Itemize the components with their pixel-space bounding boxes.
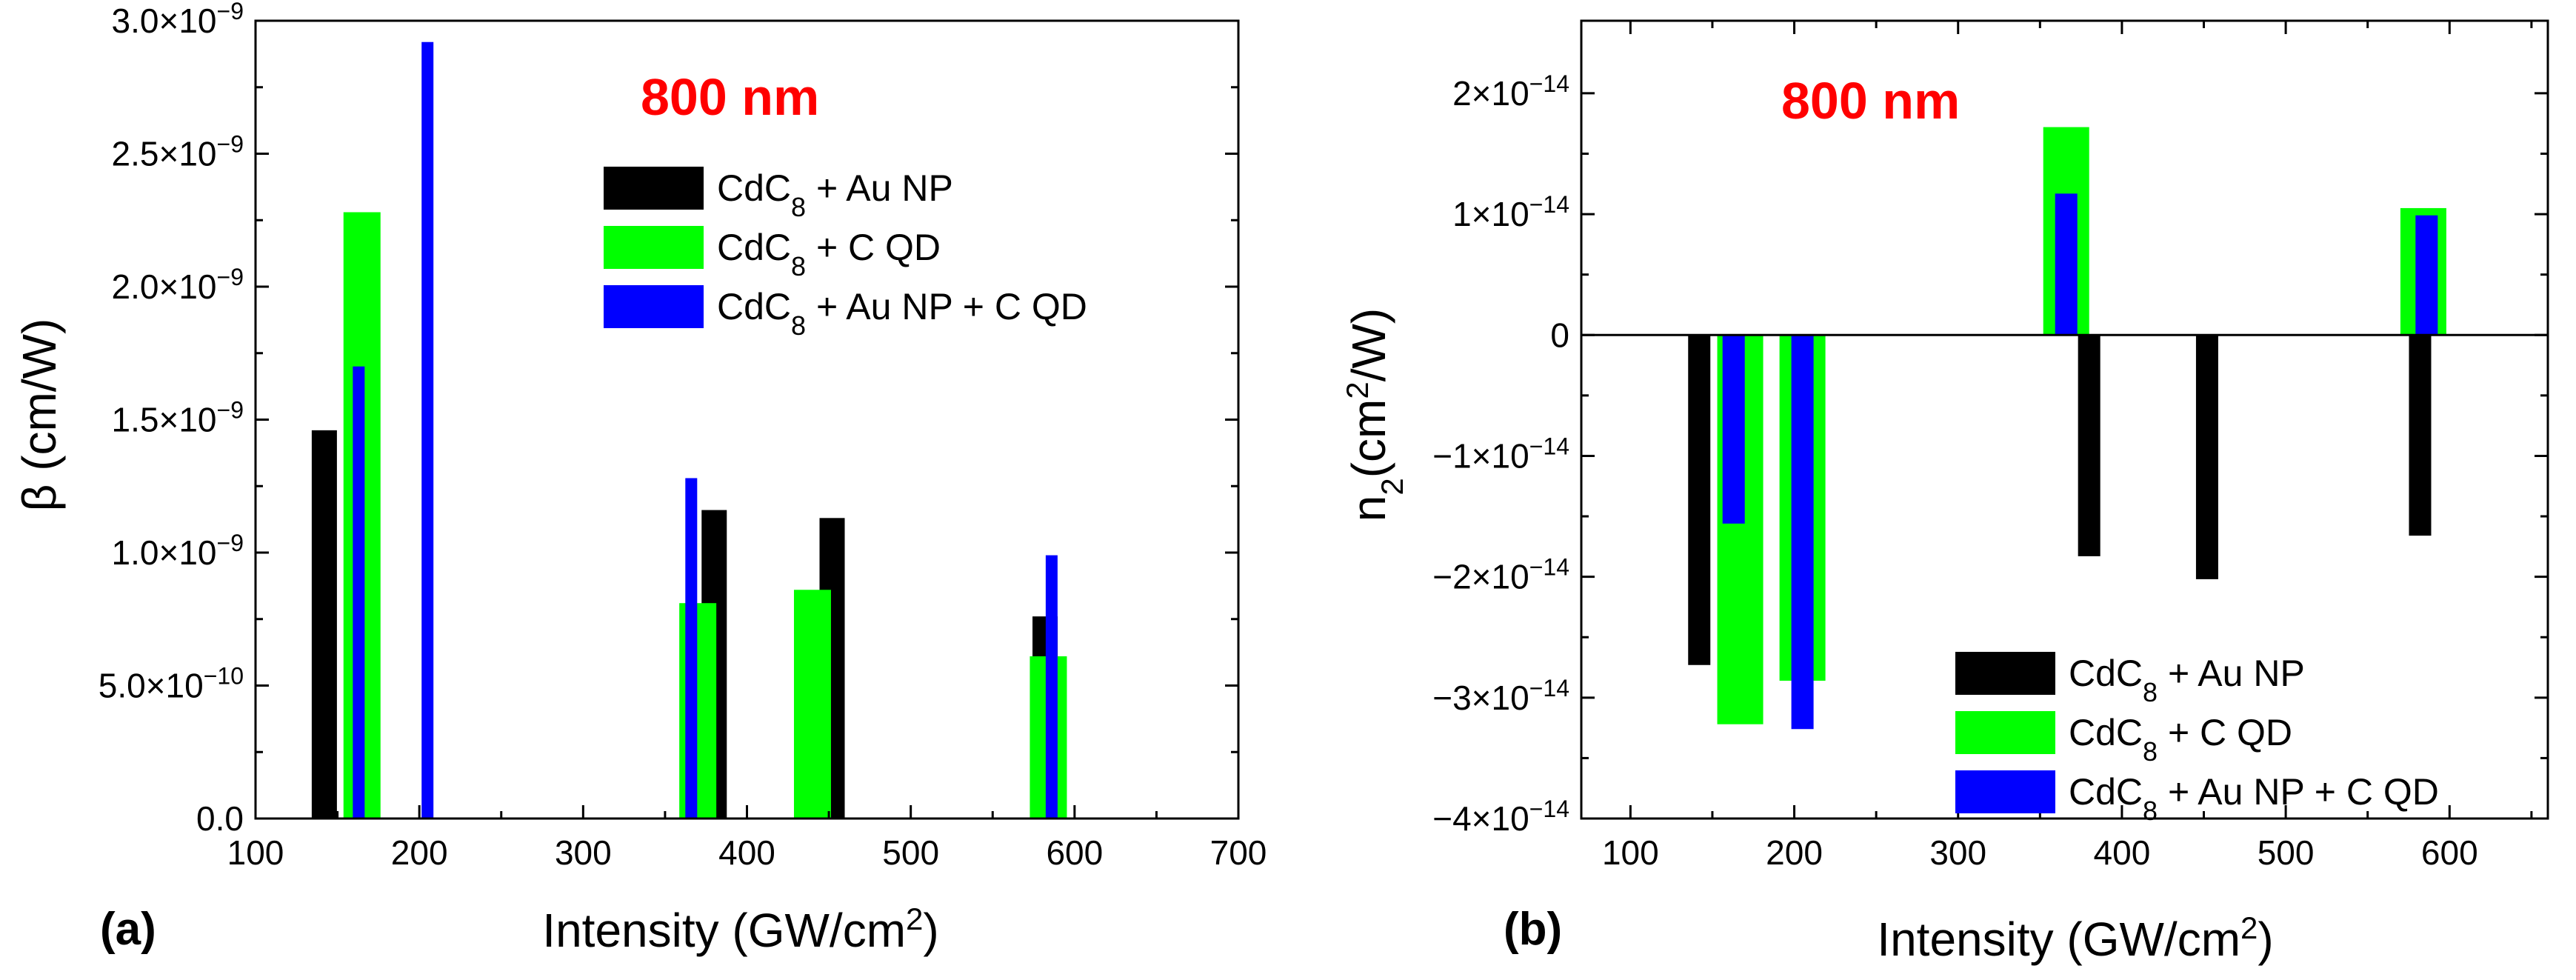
panel-b-x-ticks: 100 200 300 400 500 600 bbox=[1602, 21, 2533, 872]
x-tick-label: 100 bbox=[1602, 833, 1659, 872]
panel-b-y-axis-title: n2(cm2/W) bbox=[1340, 308, 1409, 521]
panel-a-x-axis-title: Intensity (GW/cm2) bbox=[542, 901, 938, 958]
x-tick-label: 400 bbox=[2094, 833, 2151, 872]
y-tick-label: −3×10−14 bbox=[1432, 675, 1569, 717]
x-tick-label: 300 bbox=[1929, 833, 1986, 872]
bar bbox=[793, 590, 831, 819]
panel-a: 100 200 300 400 500 600 700 0.0 5.0×10−10 1.0×10… bbox=[13, 0, 1267, 957]
bar bbox=[1045, 555, 1058, 819]
y-tick-label: 2×10−14 bbox=[1452, 70, 1569, 113]
panel-b-bars bbox=[1688, 127, 2446, 730]
panel-a-wavelength-annotation: 800 nm bbox=[641, 68, 819, 126]
bar bbox=[2409, 335, 2432, 536]
x-tick-label: 700 bbox=[1210, 833, 1267, 872]
x-tick-label: 100 bbox=[227, 833, 284, 872]
x-tick-label: 600 bbox=[2421, 833, 2478, 872]
y-tick-label: 5.0×10−10 bbox=[99, 663, 244, 705]
y-tick-label: 3.0×10−9 bbox=[112, 0, 244, 40]
y-tick-label: 1.0×10−9 bbox=[112, 530, 244, 572]
y-tick-label: −4×10−14 bbox=[1432, 796, 1569, 838]
y-tick-label: 0.0 bbox=[196, 799, 244, 838]
y-tick-label: 0 bbox=[1550, 316, 1569, 354]
bar bbox=[421, 41, 434, 819]
panel-b-y-ticks: −4×10−14 −3×10−14 −2×10−14 −1×10−14 0 1×10−14… bbox=[1432, 70, 2548, 838]
x-tick-label: 200 bbox=[391, 833, 448, 872]
x-tick-label: 300 bbox=[555, 833, 612, 872]
x-tick-label: 500 bbox=[882, 833, 939, 872]
legend-label: CdC8 + Au NP bbox=[2069, 653, 2305, 707]
bar bbox=[679, 603, 717, 819]
y-tick-label: −1×10−14 bbox=[1432, 433, 1569, 475]
legend-swatch bbox=[1955, 711, 2055, 754]
y-tick-label: 1×10−14 bbox=[1452, 191, 1569, 233]
legend-swatch bbox=[604, 167, 704, 210]
y-tick-label: −2×10−14 bbox=[1432, 554, 1569, 596]
bar bbox=[2195, 335, 2218, 579]
panel-a-y-ticks: 0.0 5.0×10−10 1.0×10−9 1.5×10−9 2.0×10−9 2.5×… bbox=[99, 0, 1238, 838]
bar bbox=[1688, 335, 1711, 665]
bar bbox=[2055, 193, 2078, 336]
panel-a-x-ticks: 100 200 300 400 500 600 700 bbox=[227, 805, 1267, 872]
panel-a-label: (a) bbox=[100, 904, 156, 955]
bar bbox=[685, 478, 698, 819]
legend-label: CdC8 + C QD bbox=[2069, 712, 2292, 767]
panel-b-label: (b) bbox=[1504, 904, 1562, 955]
y-tick-label: 1.5×10−9 bbox=[112, 397, 244, 439]
legend-swatch bbox=[1955, 652, 2055, 695]
panel-a-bars bbox=[311, 41, 1067, 819]
bar bbox=[1791, 335, 1814, 730]
legend-swatch bbox=[1955, 770, 2055, 813]
panel-b-wavelength-annotation: 800 nm bbox=[1781, 72, 1960, 130]
bar bbox=[1722, 335, 1745, 524]
panel-b: 100 200 300 400 500 600 −4×10−14 −3×10−14 −2×10… bbox=[1340, 19, 2549, 967]
panel-a-plot-frame bbox=[254, 19, 1240, 820]
legend-swatch bbox=[604, 285, 704, 328]
y-tick-label: 2.0×10−9 bbox=[112, 264, 244, 306]
x-tick-label: 600 bbox=[1046, 833, 1103, 872]
bar bbox=[353, 366, 365, 819]
y-tick-label: 2.5×10−9 bbox=[112, 131, 244, 173]
panel-a-y-axis-title: β (cm/W) bbox=[13, 319, 66, 512]
panel-b-plot-frame bbox=[1580, 19, 2549, 820]
legend-swatch bbox=[604, 226, 704, 269]
bar bbox=[2415, 215, 2438, 336]
x-tick-label: 500 bbox=[2258, 833, 2315, 872]
bar bbox=[311, 430, 337, 819]
legend-label: CdC8 + Au NP bbox=[717, 167, 953, 222]
legend-label: CdC8 + Au NP + C QD bbox=[717, 286, 1087, 341]
panel-b-x-axis-title: Intensity (GW/cm2) bbox=[1877, 910, 2273, 967]
x-tick-label: 400 bbox=[718, 833, 775, 872]
bar bbox=[2078, 335, 2100, 556]
x-tick-label: 200 bbox=[1766, 833, 1823, 872]
legend-label: CdC8 + C QD bbox=[717, 227, 941, 281]
legend-label: CdC8 + Au NP + C QD bbox=[2069, 771, 2439, 826]
